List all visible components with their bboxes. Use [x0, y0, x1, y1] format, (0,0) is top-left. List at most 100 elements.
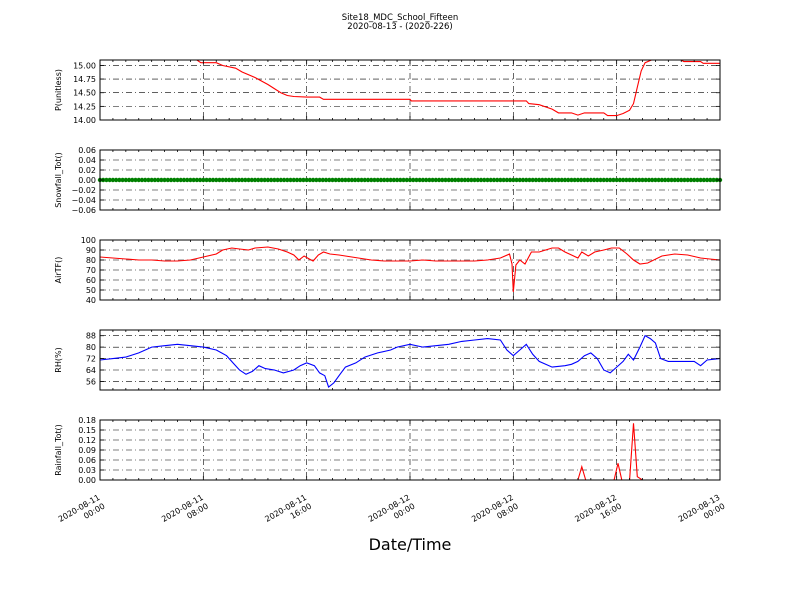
data-point — [614, 177, 619, 183]
data-point — [230, 177, 235, 183]
data-point — [559, 177, 564, 183]
data-point — [701, 177, 707, 183]
data-point — [107, 177, 112, 183]
y-tick-label: 0.15 — [78, 426, 96, 435]
data-point — [278, 177, 284, 183]
data-point — [404, 177, 409, 183]
data-point — [126, 177, 132, 183]
data-point — [669, 177, 674, 183]
y-tick-label: 14.25 — [73, 102, 96, 111]
data-point — [143, 177, 148, 183]
data-point — [708, 177, 713, 183]
data-point — [214, 177, 219, 183]
y-tick-label: 40 — [86, 296, 96, 305]
chart-subtitle: 2020-08-13 - (2020-226) — [347, 22, 452, 32]
data-point — [307, 177, 313, 183]
data-point — [507, 177, 513, 183]
data-point — [646, 177, 652, 183]
data-point — [349, 177, 355, 183]
data-point — [246, 177, 251, 183]
data-point — [414, 177, 419, 183]
data-point — [449, 177, 455, 183]
data-point — [666, 177, 671, 183]
data-point — [462, 177, 468, 183]
data-point — [591, 177, 597, 183]
y-tick-label: 88 — [86, 332, 96, 341]
data-point — [488, 177, 493, 183]
data-point — [175, 177, 180, 183]
data-point — [662, 177, 668, 183]
data-point — [585, 177, 590, 183]
y-axis-label: AirTF() — [54, 257, 63, 284]
data-point — [520, 177, 526, 183]
data-point — [268, 177, 274, 183]
data-point — [104, 177, 109, 183]
series-line — [99, 246, 721, 293]
data-point — [372, 177, 377, 183]
data-point — [336, 177, 342, 183]
data-point — [375, 177, 380, 183]
data-point — [682, 177, 687, 183]
data-point — [575, 177, 581, 183]
data-point — [304, 177, 309, 183]
data-point — [617, 177, 623, 183]
data-point — [630, 177, 636, 183]
data-point — [378, 177, 384, 183]
y-tick-label: 0.00 — [78, 476, 96, 485]
data-point — [327, 177, 332, 183]
data-point — [446, 177, 451, 183]
data-point — [491, 177, 497, 183]
data-point — [691, 177, 697, 183]
y-tick-label: 100 — [81, 236, 96, 245]
data-point — [194, 177, 200, 183]
data-point — [527, 177, 532, 183]
y-axis-label: P(unitless) — [54, 69, 63, 111]
data-point — [210, 177, 216, 183]
data-point — [172, 177, 177, 183]
data-point — [243, 177, 248, 183]
data-point — [281, 177, 287, 183]
data-point — [620, 177, 626, 183]
subplot-4: 56 64 72 80 88 RH(%) — [54, 329, 721, 391]
data-point — [533, 177, 539, 183]
data-point — [256, 177, 261, 183]
y-tick-label: 80 — [86, 256, 96, 265]
data-point — [201, 177, 206, 183]
data-point — [317, 177, 322, 183]
y-tick-label: −0.06 — [71, 206, 96, 215]
data-point — [546, 177, 552, 183]
data-point — [130, 177, 135, 183]
data-point — [285, 177, 290, 183]
data-point — [113, 177, 119, 183]
y-tick-label: 0.04 — [78, 156, 96, 165]
y-axis-label: RH(%) — [54, 347, 63, 372]
data-point — [359, 177, 364, 183]
data-point — [323, 177, 329, 183]
y-tick-label: 72 — [86, 355, 96, 364]
data-point — [362, 177, 367, 183]
data-point — [498, 177, 503, 183]
data-point — [417, 177, 422, 183]
data-point — [394, 177, 400, 183]
data-point — [136, 177, 141, 183]
data-point — [501, 177, 506, 183]
data-point — [249, 177, 254, 183]
data-point — [608, 177, 613, 183]
data-point — [427, 177, 432, 183]
data-point — [649, 177, 655, 183]
data-point — [633, 177, 639, 183]
y-tick-label: 90 — [86, 246, 96, 255]
data-point — [391, 177, 397, 183]
y-tick-label: 0.18 — [78, 416, 96, 425]
data-point — [504, 177, 510, 183]
data-point — [601, 177, 606, 183]
data-point — [456, 177, 461, 183]
data-point — [611, 177, 616, 183]
data-point — [465, 177, 471, 183]
data-point — [656, 177, 661, 183]
y-tick-label: 50 — [86, 286, 96, 295]
data-point — [207, 177, 212, 183]
data-point — [139, 177, 145, 183]
data-point — [433, 177, 439, 183]
